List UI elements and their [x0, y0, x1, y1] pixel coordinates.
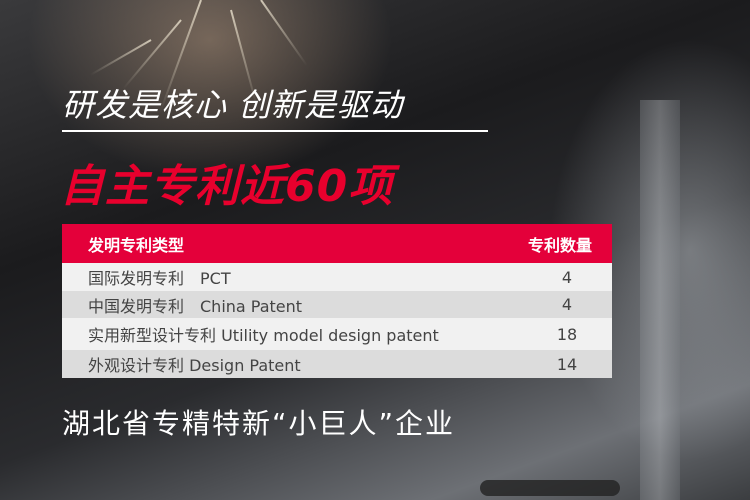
patent-count: 18	[556, 324, 578, 344]
table-row: 外观设计专利 Design Patent 14	[62, 350, 612, 378]
background-machinery	[640, 100, 680, 500]
table-row: 中国发明专利 China Patent 4	[62, 291, 612, 318]
headline: 自主专利近60项	[60, 161, 394, 212]
header-type: 发明专利类型	[88, 235, 185, 255]
patent-count: 4	[561, 267, 573, 287]
patent-type: 外观设计专利 Design Patent	[88, 356, 301, 375]
header-count: 专利数量	[527, 235, 592, 255]
patent-count: 14	[556, 354, 578, 374]
table-header: 发明专利类型 专利数量	[62, 224, 612, 263]
table-row: 国际发明专利 PCT 4	[62, 263, 612, 291]
divider	[62, 130, 488, 132]
patent-table: 发明专利类型 专利数量 国际发明专利 PCT 4 中国发明专利 China Pat…	[62, 224, 612, 378]
background-roller	[480, 480, 620, 496]
patent-type: 国际发明专利 PCT	[88, 269, 231, 288]
slogan: 研发是核心 创新是驱动	[62, 86, 404, 124]
footer-tagline: 湖北省专精特新“小巨人”企业	[62, 407, 456, 440]
table-row: 实用新型设计专利 Utility model design patent 18	[62, 318, 612, 350]
patent-count: 4	[561, 295, 573, 314]
patent-type: 实用新型设计专利 Utility model design patent	[88, 326, 439, 345]
patent-type: 中国发明专利 China Patent	[88, 296, 303, 316]
